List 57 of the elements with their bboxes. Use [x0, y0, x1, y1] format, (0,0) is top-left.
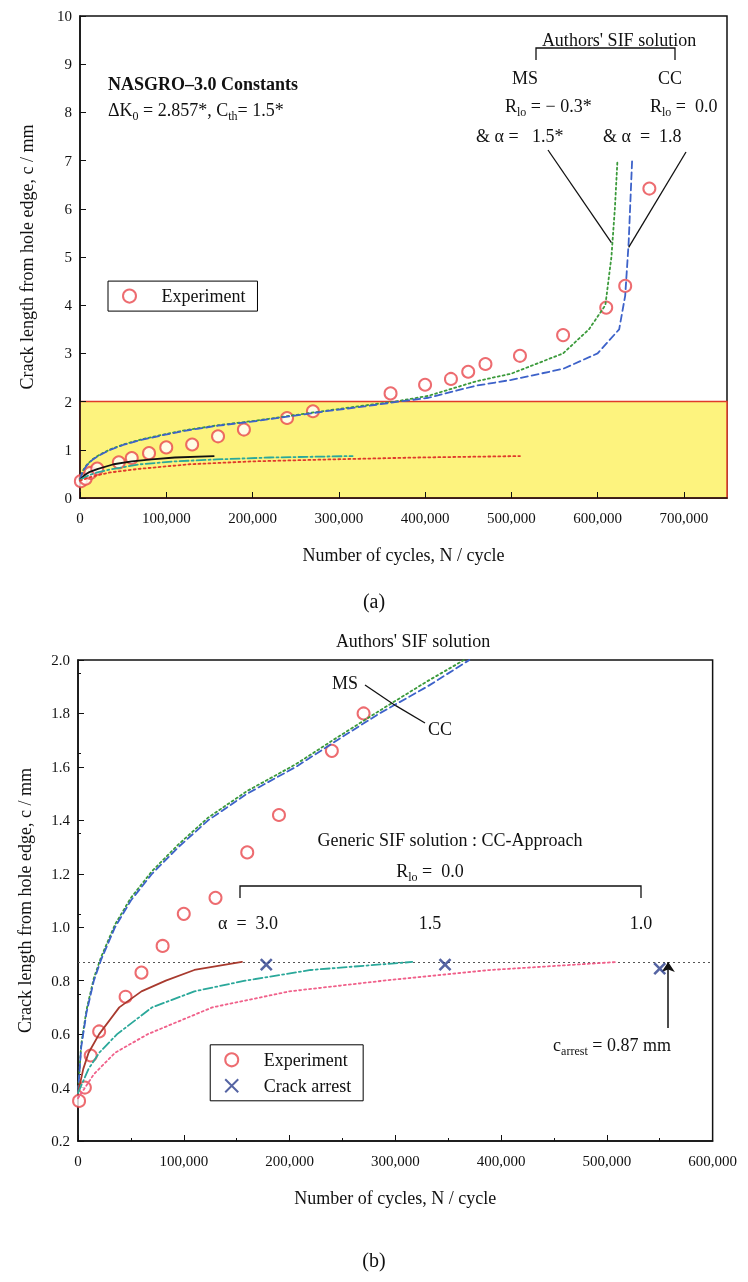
annotation: CC — [428, 719, 453, 739]
x-tick-label: 400,000 — [400, 509, 450, 526]
annotation: Generic SIF solution : CC-Approach — [317, 830, 583, 850]
annotation: MS — [511, 68, 539, 88]
annotation: α = 3.0 — [217, 913, 279, 933]
annotation: NASGRO–3.0 Constants — [108, 74, 299, 94]
y-tick-label: 1 — [64, 441, 72, 458]
y-tick-label: 0.6 — [51, 1026, 71, 1043]
y-tick-label: 0 — [64, 490, 72, 506]
x-tick-label: 300,000 — [314, 509, 364, 526]
y-tick-label: 5 — [64, 249, 72, 265]
x-axis-title: Number of cycles, N / cycle — [302, 545, 505, 565]
legend-label: Crack arrest — [263, 1075, 352, 1096]
y-tick-label: 3 — [64, 345, 72, 362]
y-tick-label: 2.0 — [51, 652, 70, 668]
y-tick-label: 6 — [64, 200, 73, 217]
x-tick-label: 500,000 — [582, 1152, 632, 1169]
y-axis-title: Crack length from hole edge, c / mm — [15, 768, 35, 1033]
y-axis-title: Crack length from hole edge, c / mm — [17, 124, 37, 390]
y-tick-label: 2 — [64, 393, 72, 410]
annotation: Authors' SIF solution — [541, 30, 697, 50]
x-tick-label: 0 — [76, 509, 84, 526]
x-tick-label: 700,000 — [659, 509, 709, 526]
x-tick-label: 200,000 — [228, 509, 277, 526]
x-tick-label: 600,000 — [573, 509, 622, 526]
x-tick-label: 600,000 — [688, 1152, 737, 1169]
legend-label: Experiment — [161, 286, 246, 307]
x-tick-label: 100,000 — [159, 1152, 209, 1169]
y-tick-label: 0.2 — [51, 1133, 70, 1149]
annotation: CC — [657, 68, 683, 88]
annotation: MS — [331, 673, 358, 693]
x-axis-title: Number of cycles, N / cycle — [294, 1188, 497, 1208]
y-tick-label: 1.2 — [51, 865, 70, 882]
annotation: & α = 1.8 — [603, 126, 682, 146]
x-tick-label: 300,000 — [370, 1152, 420, 1169]
text: (b) — [362, 1249, 386, 1272]
text: Authors' SIF solution — [335, 631, 491, 651]
x-tick-label: 500,000 — [486, 509, 536, 526]
x-tick-label: 200,000 — [265, 1152, 314, 1169]
y-tick-label: 8 — [64, 104, 72, 121]
annotation: & α = 1.5* — [476, 126, 564, 146]
y-tick-label: 1.6 — [51, 758, 71, 775]
y-tick-label: 4 — [64, 297, 73, 314]
y-tick-label: 1.8 — [51, 705, 70, 722]
y-tick-label: 0.8 — [51, 972, 70, 989]
legend-label: Experiment — [263, 1049, 348, 1070]
y-tick-label: 7 — [64, 152, 73, 169]
annotation: 1.5 — [418, 913, 442, 933]
y-tick-label: 10 — [57, 8, 72, 24]
text: (a) — [362, 590, 386, 613]
x-tick-label: 400,000 — [476, 1152, 526, 1169]
y-tick-label: 0.4 — [51, 1079, 71, 1096]
annotation: 1.0 — [629, 913, 653, 933]
y-tick-label: 1.0 — [51, 919, 70, 936]
y-tick-label: 1.4 — [51, 812, 71, 829]
x-tick-label: 100,000 — [141, 509, 191, 526]
y-tick-label: 9 — [64, 56, 72, 73]
